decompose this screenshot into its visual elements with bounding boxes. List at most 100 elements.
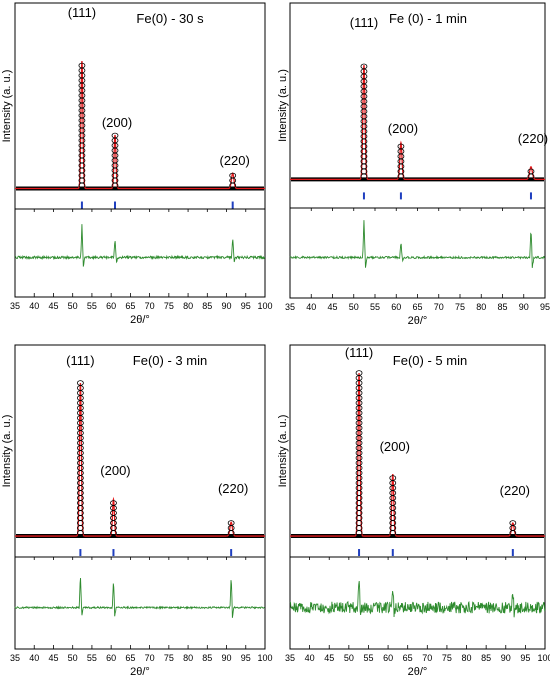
observed-point — [76, 470, 84, 476]
panel-title: Fe(0) - 5 min — [393, 353, 467, 368]
x-tick-label: 55 — [363, 653, 373, 663]
observed-point — [355, 450, 363, 456]
panel-title: Fe(0) - 30 s — [136, 11, 204, 26]
x-tick-label: 40 — [29, 301, 39, 311]
x-tick-label: 100 — [257, 301, 272, 311]
x-tick-label: 90 — [501, 653, 511, 663]
x-tick-label: 85 — [202, 653, 212, 663]
x-tick-label: 70 — [422, 653, 432, 663]
panel-1: Fe(0) - 30 s Intensity (a. u.) (111) (200) (… — [1, 2, 273, 326]
x-tick-label: 100 — [257, 653, 272, 663]
difference-curve — [14, 577, 265, 618]
observed-point — [111, 147, 119, 154]
x-tick-label: 60 — [106, 301, 116, 311]
difference-curve — [289, 220, 545, 268]
observed-point — [360, 103, 368, 110]
x-tick-label: 70 — [145, 653, 155, 663]
observed-point — [76, 430, 84, 436]
peak-label: (200) — [380, 439, 410, 454]
observed-point — [111, 157, 119, 164]
observed-point — [527, 168, 535, 175]
x-tick-label: 65 — [403, 653, 413, 663]
observed-point — [76, 415, 84, 421]
observed-point — [229, 177, 237, 184]
observed-point — [78, 107, 86, 114]
observed-point — [78, 87, 86, 94]
x-tick-label: 50 — [344, 653, 354, 663]
x-tick-label: 45 — [324, 653, 334, 663]
x-tick-label: 90 — [222, 653, 232, 663]
observed-point — [78, 137, 86, 144]
top-plot-frame — [14, 2, 266, 210]
x-tick-label: 60 — [106, 653, 116, 663]
observed-point — [76, 480, 84, 486]
observed-point — [397, 143, 405, 150]
observed-point — [111, 132, 119, 139]
observed-point — [389, 475, 397, 481]
x-tick-label: 85 — [497, 302, 507, 312]
x-tick-label: 35 — [285, 302, 295, 312]
observed-point — [355, 460, 363, 466]
observed-point — [509, 525, 517, 531]
x-tick-label: 40 — [306, 302, 316, 312]
x-tick-label: 70 — [434, 302, 444, 312]
observed-point — [389, 495, 397, 501]
observed-point — [76, 440, 84, 446]
observed-point — [355, 440, 363, 446]
observed-point — [76, 450, 84, 456]
observed-point — [355, 435, 363, 441]
observed-point — [76, 420, 84, 426]
x-tick-label: 95 — [520, 653, 530, 663]
observed-point — [78, 97, 86, 104]
y-axis-label: Intensity (a. u.) — [277, 415, 289, 488]
observed-point — [76, 465, 84, 471]
x-tick-label: 75 — [442, 653, 452, 663]
observed-point — [355, 445, 363, 451]
observed-point — [76, 475, 84, 481]
x-axis-label: 2θ/° — [130, 666, 150, 678]
peak-label: (220) — [500, 483, 530, 498]
x-tick-label: 75 — [164, 653, 174, 663]
observed-point — [76, 460, 84, 466]
observed-point — [227, 525, 235, 531]
difference-plot-frame — [14, 556, 266, 650]
observed-point — [229, 172, 237, 179]
x-tick-label: 60 — [383, 653, 393, 663]
x-tick-label: 85 — [202, 301, 212, 311]
peak-label: (111) — [68, 5, 96, 20]
x-tick-label: 80 — [183, 301, 193, 311]
x-axis-label: 2θ/° — [408, 315, 428, 327]
panel-3: Fe(0) - 3 min Intensity (a. u.) (111) (200)… — [1, 344, 273, 678]
observed-point — [76, 425, 84, 431]
observed-point — [110, 515, 117, 521]
y-axis-label: Intensity (a. u.) — [1, 415, 13, 488]
x-tick-label: 65 — [412, 302, 422, 312]
x-tick-label: 50 — [68, 653, 78, 663]
x-tick-label: 35 — [285, 653, 295, 663]
observed-point — [360, 93, 368, 100]
observed-point — [389, 510, 397, 516]
observed-point — [355, 455, 363, 461]
x-tick-label: 80 — [183, 653, 193, 663]
peak-label: (220) — [220, 153, 250, 168]
calculated-profile — [15, 382, 265, 537]
observed-point — [509, 520, 517, 526]
x-tick-label: 80 — [462, 653, 472, 663]
x-tick-label: 65 — [125, 653, 135, 663]
observed-point — [360, 118, 368, 125]
observed-point — [360, 108, 368, 115]
x-tick-label: 80 — [476, 302, 486, 312]
x-tick-label: 55 — [370, 302, 380, 312]
observed-point — [360, 123, 368, 130]
observed-point — [110, 520, 117, 526]
panel-2: Fe (0) - 1 min Intensity (a. u.) (111) (200… — [277, 2, 550, 327]
observed-point — [389, 505, 397, 511]
x-tick-label: 55 — [87, 653, 97, 663]
difference-plot-frame — [14, 208, 266, 298]
x-tick-label: 70 — [145, 301, 155, 311]
x-tick-label: 45 — [327, 302, 337, 312]
x-axis-label: 2θ/° — [408, 666, 428, 678]
x-tick-label: 55 — [87, 301, 97, 311]
x-tick-label: 35 — [10, 301, 20, 311]
observed-point — [355, 370, 363, 376]
